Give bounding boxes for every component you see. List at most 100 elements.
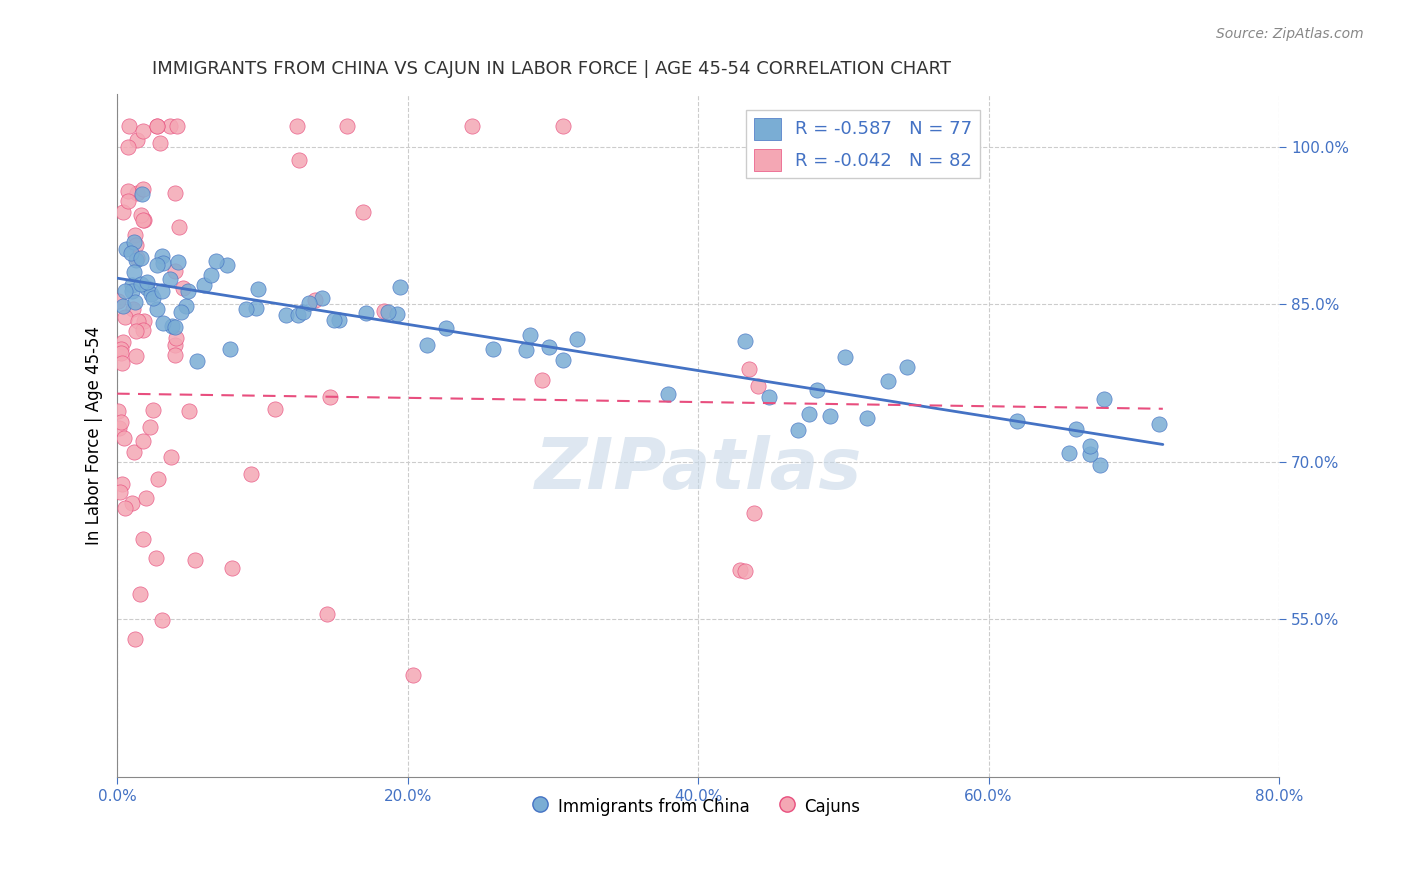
Cajuns: [135, 491, 157, 505]
Immigrants from China: [125, 253, 148, 268]
Immigrants from China: [159, 272, 181, 286]
Cajuns: [149, 136, 172, 150]
Immigrants from China: [215, 258, 238, 272]
Immigrants from China: [806, 383, 828, 397]
Cajuns: [132, 182, 155, 196]
Immigrants from China: [1057, 445, 1080, 459]
Cajuns: [146, 119, 169, 133]
Cajuns: [134, 314, 156, 328]
Cajuns: [107, 404, 129, 418]
Cajuns: [110, 415, 132, 429]
Cajuns: [110, 346, 132, 360]
Immigrants from China: [121, 285, 143, 299]
Cajuns: [239, 467, 262, 481]
Cajuns: [107, 293, 129, 308]
Immigrants from China: [1147, 417, 1170, 431]
Cajuns: [221, 560, 243, 574]
Cajuns: [160, 450, 183, 464]
Immigrants from China: [482, 343, 505, 357]
Cajuns: [163, 264, 186, 278]
Cajuns: [127, 313, 149, 327]
Cajuns: [172, 281, 194, 295]
Cajuns: [122, 445, 145, 459]
Cajuns: [373, 303, 395, 318]
Cajuns: [118, 119, 141, 133]
Immigrants from China: [799, 407, 821, 421]
Cajuns: [125, 132, 148, 146]
Immigrants from China: [152, 316, 174, 330]
Cajuns: [110, 342, 132, 356]
Cajuns: [129, 586, 152, 600]
Immigrants from China: [565, 332, 588, 346]
Cajuns: [738, 362, 761, 376]
Immigrants from China: [323, 313, 346, 327]
Immigrants from China: [416, 338, 439, 352]
Immigrants from China: [152, 256, 174, 270]
Text: Source: ZipAtlas.com: Source: ZipAtlas.com: [1216, 27, 1364, 41]
Immigrants from China: [287, 308, 309, 322]
Immigrants from China: [124, 294, 146, 309]
Immigrants from China: [818, 409, 841, 424]
Cajuns: [159, 119, 181, 133]
Immigrants from China: [245, 301, 267, 316]
Immigrants from China: [551, 353, 574, 368]
Text: ZIPatlas: ZIPatlas: [534, 435, 862, 504]
Immigrants from China: [1064, 422, 1087, 436]
Cajuns: [728, 563, 751, 577]
Cajuns: [127, 186, 149, 200]
Cajuns: [132, 322, 155, 336]
Cajuns: [111, 356, 134, 370]
Immigrants from China: [122, 235, 145, 249]
Cajuns: [184, 552, 207, 566]
Immigrants from China: [167, 255, 190, 269]
Immigrants from China: [246, 282, 269, 296]
Cajuns: [111, 477, 134, 491]
Cajuns: [352, 204, 374, 219]
Immigrants from China: [131, 186, 153, 201]
Cajuns: [132, 124, 155, 138]
Immigrants from China: [114, 242, 136, 256]
Cajuns: [165, 338, 187, 352]
Immigrants from China: [136, 281, 159, 295]
Immigrants from China: [131, 277, 153, 291]
Immigrants from China: [786, 423, 808, 437]
Immigrants from China: [139, 287, 162, 301]
Immigrants from China: [434, 320, 457, 334]
Immigrants from China: [519, 327, 541, 342]
Cajuns: [117, 184, 139, 198]
Cajuns: [132, 434, 155, 449]
Immigrants from China: [122, 265, 145, 279]
Immigrants from China: [311, 291, 333, 305]
Cajuns: [165, 330, 187, 344]
Immigrants from China: [145, 258, 167, 272]
Immigrants from China: [1088, 458, 1111, 472]
Immigrants from China: [538, 340, 561, 354]
Cajuns: [121, 496, 143, 510]
Cajuns: [142, 403, 165, 417]
Cajuns: [112, 431, 135, 445]
Immigrants from China: [274, 308, 297, 322]
Cajuns: [110, 484, 132, 499]
Legend: Immigrants from China, Cajuns: Immigrants from China, Cajuns: [529, 789, 868, 823]
Immigrants from China: [389, 280, 412, 294]
Immigrants from China: [1078, 439, 1101, 453]
Y-axis label: In Labor Force | Age 45-54: In Labor Force | Age 45-54: [86, 326, 103, 545]
Cajuns: [747, 379, 769, 393]
Cajuns: [163, 186, 186, 200]
Immigrants from China: [193, 278, 215, 293]
Immigrants from China: [856, 410, 879, 425]
Cajuns: [150, 614, 173, 628]
Immigrants from China: [169, 305, 191, 319]
Cajuns: [124, 227, 146, 242]
Cajuns: [108, 421, 131, 435]
Immigrants from China: [515, 343, 537, 357]
Cajuns: [319, 390, 342, 404]
Cajuns: [336, 119, 359, 133]
Cajuns: [742, 506, 765, 520]
Cajuns: [288, 153, 311, 167]
Immigrants from China: [135, 276, 157, 290]
Immigrants from China: [121, 278, 143, 293]
Cajuns: [125, 324, 148, 338]
Immigrants from China: [176, 299, 198, 313]
Cajuns: [127, 251, 149, 265]
